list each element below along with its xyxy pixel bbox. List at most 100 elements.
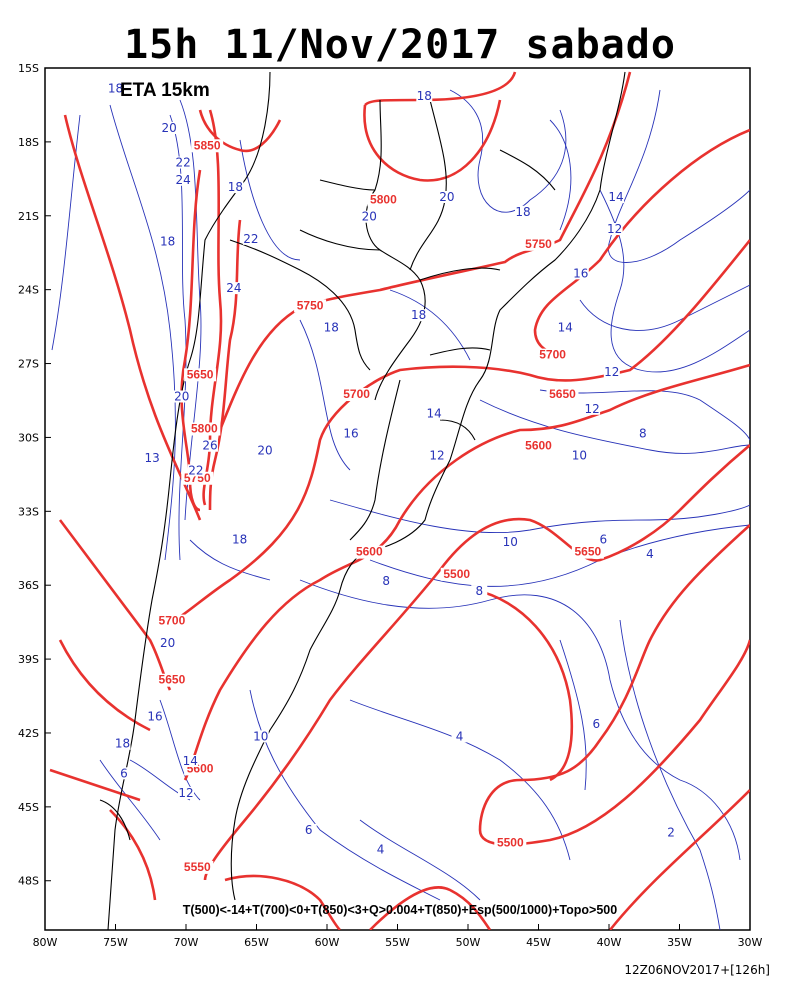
thickness-contour-label: 5500 — [497, 835, 524, 849]
temperature-label-bg — [372, 843, 389, 856]
temperature-contour-label: 8 — [639, 426, 647, 440]
temperature-label-bg — [603, 365, 620, 378]
latitude-tick-label: 18S — [18, 136, 39, 149]
temperature-contour-label: 12 — [429, 449, 444, 463]
temperature-contour-label: 10 — [253, 729, 268, 743]
temperature-label-bg — [107, 82, 124, 95]
longitude-tick-label: 70W — [174, 936, 199, 949]
temperature-contour-label: 26 — [202, 439, 217, 453]
temperature-contour-label: 4 — [377, 843, 385, 857]
thickness-label-bg — [536, 348, 569, 362]
temperature-contour-label: 18 — [324, 321, 339, 335]
longitude-tick-label: 35W — [667, 936, 692, 949]
latitude-tick-label: 36S — [18, 579, 39, 592]
latitude-tick-label: 42S — [18, 727, 39, 740]
temperature-contour-label: 8 — [382, 574, 390, 588]
thickness-label-bg — [571, 545, 604, 559]
temperature-contour-label: 16 — [147, 710, 162, 724]
thickness-label-bg — [340, 388, 373, 402]
temperature-contour-label: 10 — [503, 535, 518, 549]
thickness-contour-label: 5650 — [159, 673, 186, 687]
longitude-tick-label: 30W — [738, 936, 763, 949]
map-title: 15h 11/Nov/2017 sabado — [124, 22, 676, 68]
temperature-label-bg — [641, 548, 658, 561]
temperature-label-bg — [426, 407, 443, 420]
temperature-label-bg — [182, 754, 199, 767]
temperature-contour-label: 12 — [604, 365, 619, 379]
temperature-label-bg — [378, 575, 395, 588]
temperature-contour-label: 16 — [573, 266, 588, 280]
temperature-label-bg — [175, 173, 192, 186]
temperature-contour-label: 10 — [572, 449, 587, 463]
temperature-label-bg — [471, 585, 488, 598]
longitude-tick-label: 45W — [526, 936, 551, 949]
temperature-contour-label: 20 — [257, 444, 272, 458]
temperature-contour-label: 6 — [592, 717, 600, 731]
temperature-label-bg — [428, 449, 445, 462]
thickness-contour-label: 5600 — [356, 545, 383, 559]
temperature-contour-label: 18 — [411, 308, 426, 322]
temperature-label-bg — [300, 823, 317, 836]
latitude-tick-label: 39S — [18, 653, 39, 666]
temperature-contour-label: 18 — [108, 82, 123, 96]
thickness-contour-label: 5550 — [184, 860, 211, 874]
temperature-contour-label: 20 — [439, 190, 454, 204]
temperature-contour-label: 2 — [667, 825, 675, 839]
temperature-label-bg — [242, 232, 259, 245]
latitude-tick-label: 33S — [18, 505, 39, 518]
thickness-label-bg — [191, 139, 224, 153]
thickness-label-bg — [155, 673, 188, 687]
longitude-tick-label: 75W — [103, 936, 128, 949]
temperature-label-bg — [227, 181, 244, 194]
thickness-label-bg — [294, 299, 327, 313]
temperature-label-bg — [588, 718, 605, 731]
temperature-label-bg — [502, 535, 519, 548]
thickness-contour-label: 5700 — [159, 614, 186, 628]
temperature-label-bg — [634, 427, 651, 440]
temperature-label-bg — [161, 122, 178, 135]
thickness-label-bg — [353, 545, 386, 559]
longitude-tick-label: 80W — [33, 936, 58, 949]
temperature-label-bg — [175, 156, 192, 169]
thickness-contour-label: 5650 — [574, 545, 601, 559]
latitude-axis: 15S 18S 21S 24S 27S 30S 33S 36S 39S 42S 45S 48S — [18, 62, 51, 888]
thickness-contour-label: 5800 — [191, 422, 218, 436]
thickness-contour-label: 5700 — [539, 348, 566, 362]
temperature-label-bg — [144, 452, 161, 465]
temperature-label-bg — [256, 444, 273, 457]
thickness-labels: 5850 5800 5750 5750 5700 5650 5700 5650 5800 5600… — [155, 138, 604, 874]
temperature-label-bg — [572, 267, 589, 280]
temperature-contour-label: 18 — [417, 89, 432, 103]
temperature-contour-label: 14 — [183, 754, 198, 768]
thickness-contour-label: 5750 — [525, 237, 552, 251]
temperature-contour-label: 20 — [362, 210, 377, 224]
temperature-contour-label: 12 — [607, 222, 622, 236]
temperature-contour-label: 4 — [646, 547, 654, 561]
thickness-label-bg — [184, 368, 217, 382]
model-label: ETA 15km — [120, 80, 210, 101]
thickness-contour-label: 5750 — [297, 298, 324, 312]
criteria-formula: T(500)<-14+T(700)<0+T(850)<3+Q>0.004+T(8… — [182, 903, 618, 917]
temperature-contour-label: 20 — [174, 389, 189, 403]
thickness-contour-label: 5650 — [549, 387, 576, 401]
temperature-contour-label: 20 — [160, 636, 175, 650]
temperature-contour-label: 18 — [160, 234, 175, 248]
thickness-label-bg — [367, 193, 400, 207]
temperature-label-bg — [514, 205, 531, 218]
thickness-label-bg — [522, 439, 555, 453]
latitude-tick-label: 24S — [18, 284, 39, 297]
longitude-tick-label: 60W — [315, 936, 340, 949]
latitude-tick-label: 15S — [18, 62, 39, 75]
temperature-contour-label: 6 — [120, 766, 128, 780]
temperature-label-bg — [114, 737, 131, 750]
longitude-tick-label: 50W — [456, 936, 481, 949]
temperature-contour-label: 14 — [427, 407, 442, 421]
latitude-tick-label: 30S — [18, 431, 39, 444]
temperature-label-bg — [608, 190, 625, 203]
temperature-contour-label: 12 — [178, 786, 193, 800]
latitude-tick-label: 45S — [18, 801, 39, 814]
temperature-label-bg — [451, 730, 468, 743]
temperature-contour-label: 14 — [608, 190, 623, 204]
temperature-contour-label: 24 — [226, 281, 241, 295]
